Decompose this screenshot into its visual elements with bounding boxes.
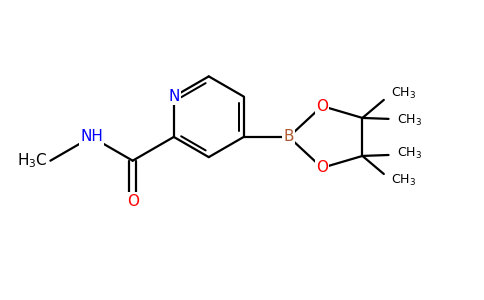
- Text: CH$_3$: CH$_3$: [391, 86, 416, 101]
- Text: NH: NH: [80, 129, 103, 144]
- Text: H$_3$C: H$_3$C: [17, 151, 48, 170]
- Text: CH$_3$: CH$_3$: [396, 113, 422, 128]
- Text: CH$_3$: CH$_3$: [391, 173, 416, 188]
- Text: O: O: [316, 160, 328, 175]
- Text: O: O: [316, 99, 328, 114]
- Text: O: O: [127, 194, 139, 208]
- Text: CH$_3$: CH$_3$: [396, 146, 422, 161]
- Text: N: N: [168, 89, 180, 104]
- Text: B: B: [284, 129, 294, 144]
